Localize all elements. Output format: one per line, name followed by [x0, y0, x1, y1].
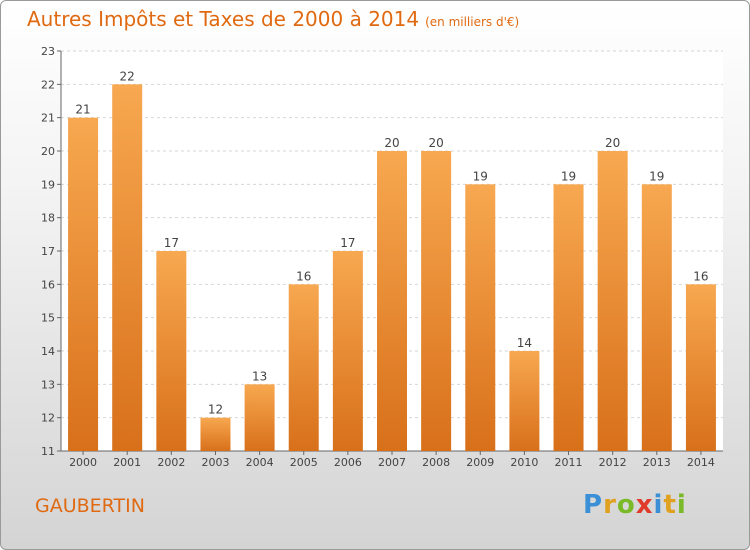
data-label: 16 — [296, 269, 311, 283]
logo-letter: r — [603, 490, 617, 520]
data-label: 22 — [120, 69, 135, 83]
x-tick-label: 2014 — [687, 456, 715, 469]
bar — [685, 284, 716, 451]
data-label: 14 — [517, 336, 532, 350]
bar — [597, 151, 628, 451]
x-tick-label: 2010 — [510, 456, 538, 469]
x-tick-label: 2002 — [157, 456, 185, 469]
y-tick-label: 23 — [41, 45, 55, 58]
data-label: 17 — [164, 236, 179, 250]
bar — [553, 184, 584, 452]
bar — [641, 184, 672, 452]
x-tick-label: 2008 — [422, 456, 450, 469]
data-label: 20 — [384, 136, 399, 150]
data-label: 13 — [252, 369, 267, 383]
bar — [68, 117, 99, 452]
logo-letter: i — [676, 490, 687, 520]
bar — [244, 384, 275, 451]
x-tick-label: 2007 — [378, 456, 406, 469]
y-tick-label: 18 — [41, 212, 55, 225]
commune-name: GAUBERTIN — [35, 495, 145, 517]
y-tick-label: 21 — [41, 112, 55, 125]
logo-letter: i — [653, 490, 664, 520]
bar — [509, 351, 540, 451]
data-label: 19 — [473, 169, 488, 183]
y-tick-label: 22 — [41, 78, 55, 91]
data-label: 20 — [605, 136, 620, 150]
bar — [421, 151, 452, 451]
proxiti-logo: Proxiti — [583, 490, 687, 520]
data-label: 19 — [649, 169, 664, 183]
data-label: 12 — [208, 403, 223, 417]
y-tick-label: 13 — [41, 378, 55, 391]
y-tick-label: 17 — [41, 245, 55, 258]
logo-letter: o — [616, 490, 636, 520]
bar — [112, 84, 143, 451]
x-tick-label: 2012 — [599, 456, 627, 469]
y-tick-label: 14 — [41, 345, 55, 358]
x-tick-label: 2006 — [334, 456, 362, 469]
bar — [156, 251, 187, 451]
bar — [377, 151, 407, 451]
y-tick-label: 20 — [41, 145, 55, 158]
x-tick-label: 2011 — [555, 456, 583, 469]
logo-letter: t — [663, 490, 677, 520]
y-tick-label: 19 — [41, 178, 55, 191]
x-tick-label: 2009 — [466, 456, 494, 469]
title-unit: (en milliers d'€) — [425, 15, 520, 29]
bar — [200, 417, 231, 451]
logo-letter: P — [583, 490, 604, 520]
chart-title: Autres Impôts et Taxes de 2000 à 2014 (en… — [27, 7, 519, 31]
x-tick-label: 2013 — [643, 456, 671, 469]
data-label: 19 — [561, 169, 576, 183]
x-tick-label: 2004 — [246, 456, 274, 469]
x-tick-label: 2000 — [69, 456, 97, 469]
bar — [288, 284, 319, 451]
bar — [465, 184, 496, 452]
data-label: 21 — [75, 103, 90, 117]
y-tick-label: 12 — [41, 412, 55, 425]
data-label: 17 — [340, 236, 355, 250]
y-tick-label: 11 — [41, 445, 55, 458]
bar — [332, 251, 363, 451]
data-label: 16 — [693, 269, 708, 283]
logo-letter: x — [635, 490, 654, 520]
x-tick-label: 2001 — [113, 456, 141, 469]
y-tick-label: 15 — [41, 312, 55, 325]
data-label: 20 — [428, 136, 443, 150]
title-text: Autres Impôts et Taxes de 2000 à 2014 — [27, 7, 420, 31]
x-tick-label: 2003 — [201, 456, 229, 469]
y-tick-label: 16 — [41, 278, 55, 291]
x-tick-label: 2005 — [290, 456, 318, 469]
